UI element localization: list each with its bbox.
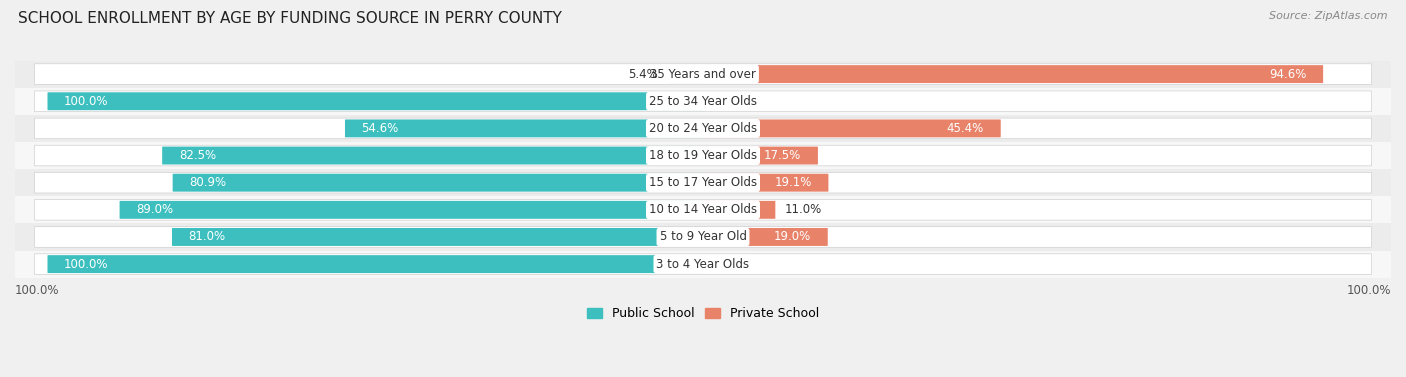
Bar: [15, 196, 1391, 224]
Text: 5.4%: 5.4%: [628, 67, 658, 81]
Text: 19.0%: 19.0%: [773, 230, 811, 244]
FancyBboxPatch shape: [668, 65, 703, 83]
Text: Source: ZipAtlas.com: Source: ZipAtlas.com: [1270, 11, 1388, 21]
Text: 94.6%: 94.6%: [1270, 67, 1306, 81]
FancyBboxPatch shape: [34, 91, 1372, 112]
Text: 20 to 24 Year Olds: 20 to 24 Year Olds: [650, 122, 756, 135]
FancyBboxPatch shape: [344, 120, 703, 137]
Bar: [15, 251, 1391, 278]
Text: 19.1%: 19.1%: [775, 176, 811, 189]
FancyBboxPatch shape: [703, 147, 818, 164]
FancyBboxPatch shape: [703, 228, 828, 246]
Text: 82.5%: 82.5%: [179, 149, 217, 162]
Text: 100.0%: 100.0%: [65, 257, 108, 271]
Bar: [15, 115, 1391, 142]
FancyBboxPatch shape: [34, 254, 1372, 274]
Legend: Public School, Private School: Public School, Private School: [582, 302, 824, 325]
Text: 100.0%: 100.0%: [1347, 284, 1391, 297]
Text: 18 to 19 Year Olds: 18 to 19 Year Olds: [650, 149, 756, 162]
FancyBboxPatch shape: [34, 227, 1372, 247]
Text: 45.4%: 45.4%: [946, 122, 984, 135]
Text: 100.0%: 100.0%: [15, 284, 59, 297]
Text: 5 to 9 Year Old: 5 to 9 Year Old: [659, 230, 747, 244]
FancyBboxPatch shape: [172, 228, 703, 246]
FancyBboxPatch shape: [34, 172, 1372, 193]
Text: 54.6%: 54.6%: [361, 122, 399, 135]
Text: 15 to 17 Year Olds: 15 to 17 Year Olds: [650, 176, 756, 189]
FancyBboxPatch shape: [48, 92, 703, 110]
FancyBboxPatch shape: [48, 255, 703, 273]
FancyBboxPatch shape: [703, 174, 828, 192]
FancyBboxPatch shape: [173, 174, 703, 192]
Bar: [15, 61, 1391, 88]
Text: 80.9%: 80.9%: [190, 176, 226, 189]
Bar: [15, 224, 1391, 251]
Bar: [15, 142, 1391, 169]
Text: 17.5%: 17.5%: [763, 149, 801, 162]
FancyBboxPatch shape: [120, 201, 703, 219]
FancyBboxPatch shape: [34, 199, 1372, 220]
FancyBboxPatch shape: [703, 65, 1323, 83]
FancyBboxPatch shape: [34, 64, 1372, 84]
Bar: [15, 169, 1391, 196]
Text: 35 Years and over: 35 Years and over: [650, 67, 756, 81]
FancyBboxPatch shape: [162, 147, 703, 164]
Text: 100.0%: 100.0%: [65, 95, 108, 108]
FancyBboxPatch shape: [34, 118, 1372, 139]
Text: SCHOOL ENROLLMENT BY AGE BY FUNDING SOURCE IN PERRY COUNTY: SCHOOL ENROLLMENT BY AGE BY FUNDING SOUR…: [18, 11, 562, 26]
Text: 25 to 34 Year Olds: 25 to 34 Year Olds: [650, 95, 756, 108]
Bar: [15, 88, 1391, 115]
Text: 10 to 14 Year Olds: 10 to 14 Year Olds: [650, 203, 756, 216]
Text: 81.0%: 81.0%: [188, 230, 226, 244]
Text: 11.0%: 11.0%: [785, 203, 823, 216]
FancyBboxPatch shape: [703, 201, 775, 219]
Text: 3 to 4 Year Olds: 3 to 4 Year Olds: [657, 257, 749, 271]
FancyBboxPatch shape: [703, 120, 1001, 137]
FancyBboxPatch shape: [34, 145, 1372, 166]
Text: 89.0%: 89.0%: [136, 203, 173, 216]
